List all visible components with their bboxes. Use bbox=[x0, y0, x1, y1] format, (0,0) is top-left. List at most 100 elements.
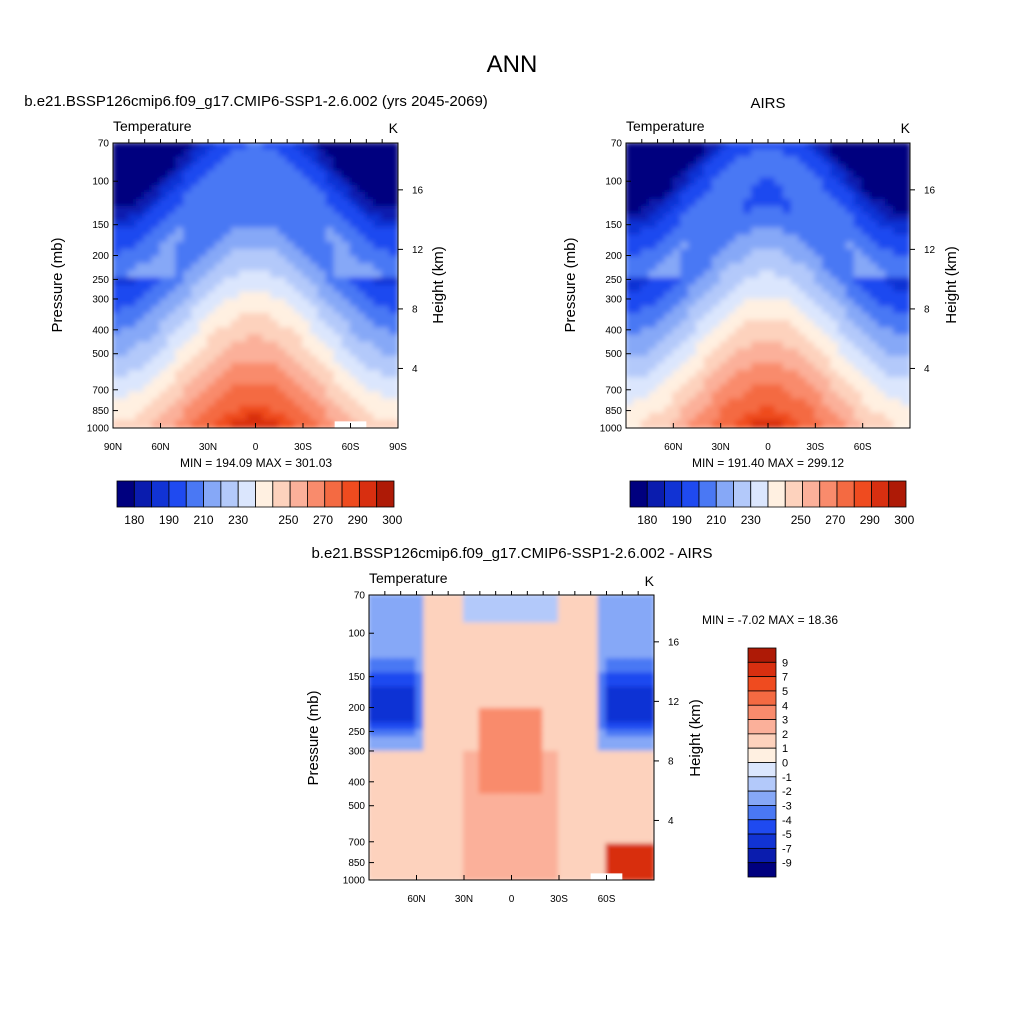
field-cell bbox=[664, 412, 675, 422]
field-cell bbox=[696, 191, 706, 201]
field-cell bbox=[767, 291, 777, 301]
field-cell bbox=[373, 341, 384, 351]
field-cell bbox=[369, 829, 378, 839]
field-cell bbox=[637, 629, 648, 639]
field-cell bbox=[877, 149, 888, 159]
field-cell bbox=[861, 149, 872, 159]
field-cell bbox=[632, 419, 643, 428]
field-cell bbox=[759, 298, 769, 308]
field-cell bbox=[167, 156, 178, 166]
field-cell bbox=[510, 871, 521, 880]
field-cell bbox=[333, 405, 344, 415]
field-cell bbox=[389, 156, 398, 166]
field-cell bbox=[167, 149, 178, 159]
field-cell bbox=[349, 184, 360, 194]
field-cell bbox=[135, 298, 146, 308]
field-cell bbox=[455, 700, 465, 710]
field-cell bbox=[719, 234, 730, 244]
field-cell bbox=[542, 665, 553, 675]
field-cell bbox=[656, 291, 667, 301]
field-cell bbox=[175, 256, 186, 266]
field-cell bbox=[375, 850, 386, 860]
field-cell bbox=[407, 601, 418, 611]
field-cell bbox=[719, 305, 730, 315]
field-cell bbox=[814, 177, 825, 187]
field-cell bbox=[214, 149, 225, 159]
field-cell bbox=[407, 793, 418, 803]
field-cell bbox=[613, 595, 624, 604]
field-cell bbox=[309, 177, 320, 187]
field-cell bbox=[447, 700, 458, 710]
field-cell bbox=[558, 715, 568, 725]
field-cell bbox=[199, 355, 209, 365]
field-cell bbox=[447, 608, 458, 618]
field-cell bbox=[901, 384, 910, 394]
field-cell bbox=[672, 263, 683, 273]
field-cell bbox=[431, 722, 442, 732]
field-cell bbox=[558, 658, 568, 668]
field-cell bbox=[294, 320, 304, 330]
field-cell bbox=[711, 334, 722, 344]
field-cell bbox=[838, 377, 848, 387]
field-cell bbox=[822, 377, 833, 387]
field-cell bbox=[415, 672, 426, 682]
field-cell bbox=[447, 871, 458, 880]
field-cell bbox=[743, 405, 754, 415]
field-cell bbox=[853, 284, 864, 294]
field-cell bbox=[814, 384, 825, 394]
field-cell bbox=[510, 765, 521, 775]
field-cell bbox=[375, 779, 386, 789]
min-max-label: MIN = 191.40 MAX = 299.12 bbox=[692, 456, 844, 470]
field-cell bbox=[869, 206, 880, 216]
field-cell bbox=[333, 220, 344, 230]
field-cell bbox=[806, 241, 817, 251]
field-cell bbox=[365, 320, 376, 330]
field-cell bbox=[383, 672, 394, 682]
field-cell bbox=[885, 199, 896, 209]
field-cell bbox=[494, 857, 505, 867]
field-cell bbox=[626, 177, 635, 187]
field-cell bbox=[510, 793, 521, 803]
field-cell bbox=[135, 220, 146, 230]
field-cell bbox=[407, 636, 418, 646]
field-cell bbox=[629, 722, 640, 732]
field-cell bbox=[365, 256, 376, 266]
field-cell bbox=[782, 149, 793, 159]
field-cell bbox=[486, 665, 497, 675]
field-cell bbox=[439, 643, 450, 653]
field-cell bbox=[214, 184, 225, 194]
field-cell bbox=[703, 263, 714, 273]
field-cell bbox=[119, 405, 130, 415]
field-cell bbox=[381, 320, 392, 330]
field-cell bbox=[214, 227, 225, 237]
field-cell bbox=[510, 658, 521, 668]
field-cell bbox=[759, 227, 769, 237]
field-cell bbox=[534, 679, 545, 689]
field-cell bbox=[127, 341, 138, 351]
field-cell bbox=[767, 156, 777, 166]
field-cell bbox=[814, 334, 825, 344]
field-cell bbox=[486, 679, 497, 689]
field-cell bbox=[119, 377, 130, 387]
field-cell bbox=[629, 850, 640, 860]
field-cell bbox=[853, 291, 864, 301]
field-cell bbox=[383, 836, 394, 846]
field-cell bbox=[664, 419, 675, 428]
y-tick-label: 150 bbox=[605, 220, 622, 231]
units-label: K bbox=[645, 573, 655, 589]
field-cell bbox=[782, 355, 793, 365]
field-cell bbox=[455, 779, 465, 789]
field-cell bbox=[672, 327, 683, 337]
field-cell bbox=[680, 241, 691, 251]
field-cell bbox=[830, 220, 840, 230]
field-cell bbox=[550, 772, 560, 782]
field-cell bbox=[656, 206, 667, 216]
field-cell bbox=[254, 170, 265, 180]
field-cell bbox=[806, 284, 817, 294]
field-cell bbox=[309, 241, 320, 251]
field-cell bbox=[688, 377, 698, 387]
field-cell bbox=[518, 615, 529, 625]
field-cell bbox=[369, 595, 378, 604]
field-cell bbox=[605, 700, 616, 710]
field-cell bbox=[703, 234, 714, 244]
